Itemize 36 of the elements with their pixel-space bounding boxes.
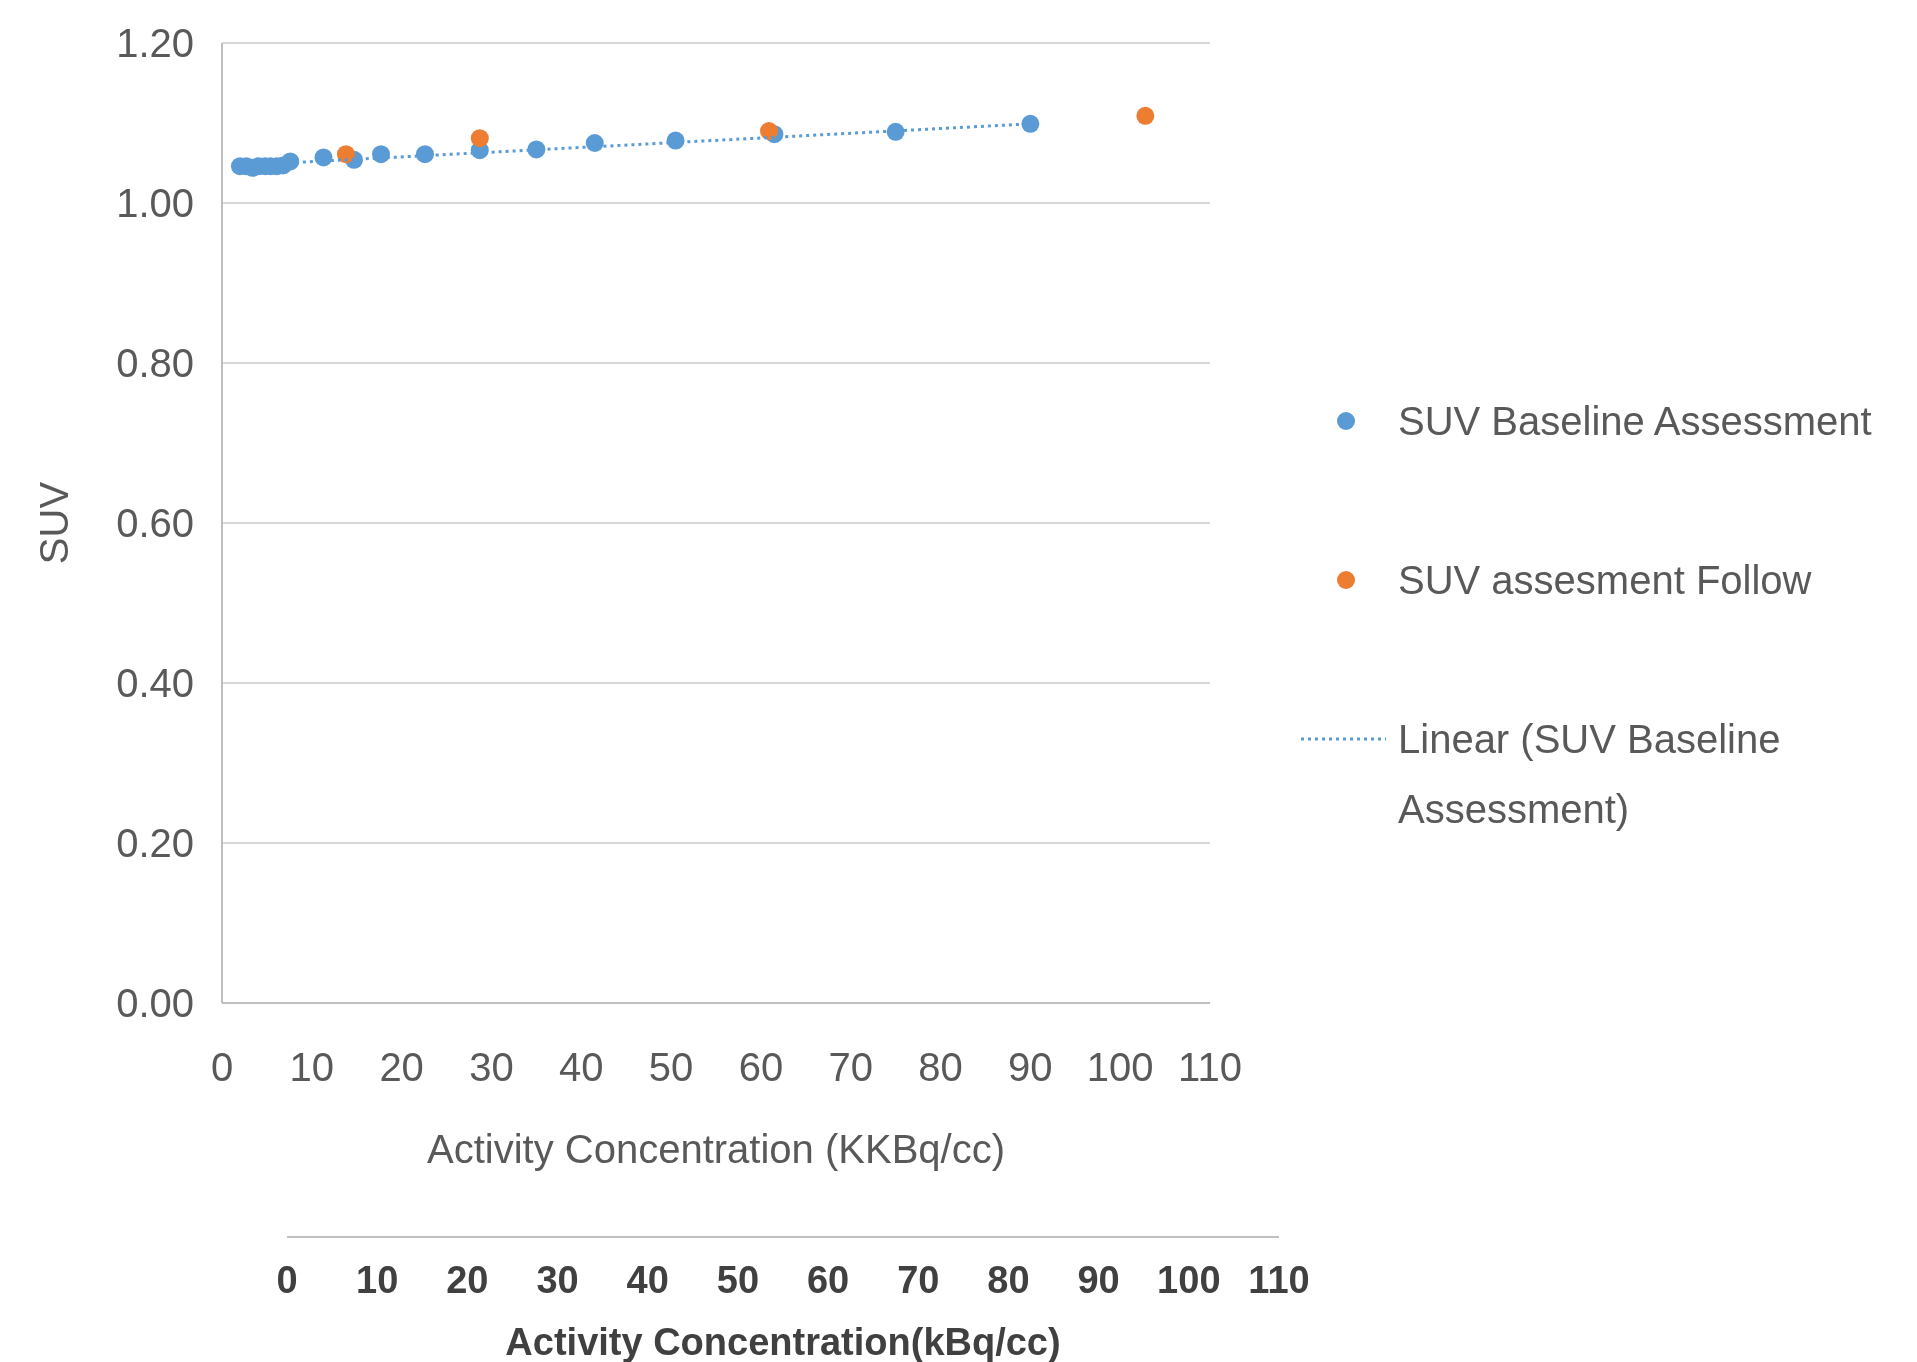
y-tick-label: 0.20 (116, 821, 194, 865)
x-tick-label: 90 (1008, 1045, 1053, 1089)
x-tick-label: 100 (1086, 1045, 1154, 1089)
y-tick-label: 0.60 (116, 501, 194, 545)
x2-tick-label: 90 (1077, 1259, 1120, 1301)
x2-tick-label: 10 (356, 1259, 399, 1301)
x2-tick-label: 70 (897, 1259, 940, 1301)
x2-tick-label: 100 (1157, 1259, 1221, 1301)
y-tick-label: 1.00 (116, 181, 194, 225)
x-tick-label: 80 (918, 1045, 963, 1089)
x-axis-title: Activity Concentration (KKBq/cc) (427, 1127, 1005, 1171)
x-tick-label: 10 (289, 1045, 335, 1089)
y-tick-label: 0.40 (116, 661, 194, 705)
x-tick-label: 50 (648, 1045, 694, 1089)
x-tick-label: 20 (379, 1045, 424, 1089)
x2-tick-label: 50 (716, 1259, 760, 1301)
x2-tick-label: 30 (536, 1259, 579, 1301)
x-tick-label: 110 (1178, 1045, 1242, 1089)
x-tick-label: 40 (559, 1045, 604, 1089)
legend-label: Linear (SUV Baseline Assessment) (1398, 717, 1781, 831)
x2-tick-label: 0 (276, 1259, 298, 1301)
x2-tick-label: 20 (446, 1259, 489, 1301)
legend-label: SUV assesment Follow (1398, 558, 1812, 602)
x2-tick-label: 60 (806, 1259, 850, 1301)
x-tick-label: 60 (738, 1045, 784, 1089)
y-tick-label: 0.00 (116, 981, 194, 1025)
y-axis-title: SUV (32, 481, 76, 565)
x-tick-label: 30 (469, 1045, 514, 1089)
x2-tick-label: 110 (1248, 1259, 1310, 1301)
x-tick-label: 0 (210, 1045, 234, 1089)
y-tick-label: 1.20 (116, 21, 194, 65)
x-tick-label: 70 (828, 1045, 873, 1089)
y-tick-label: 0.80 (116, 341, 194, 385)
legend-label: SUV Baseline Assessment (1398, 399, 1872, 443)
x2-tick-label: 80 (987, 1259, 1030, 1301)
x2-tick-label: 40 (626, 1259, 669, 1301)
